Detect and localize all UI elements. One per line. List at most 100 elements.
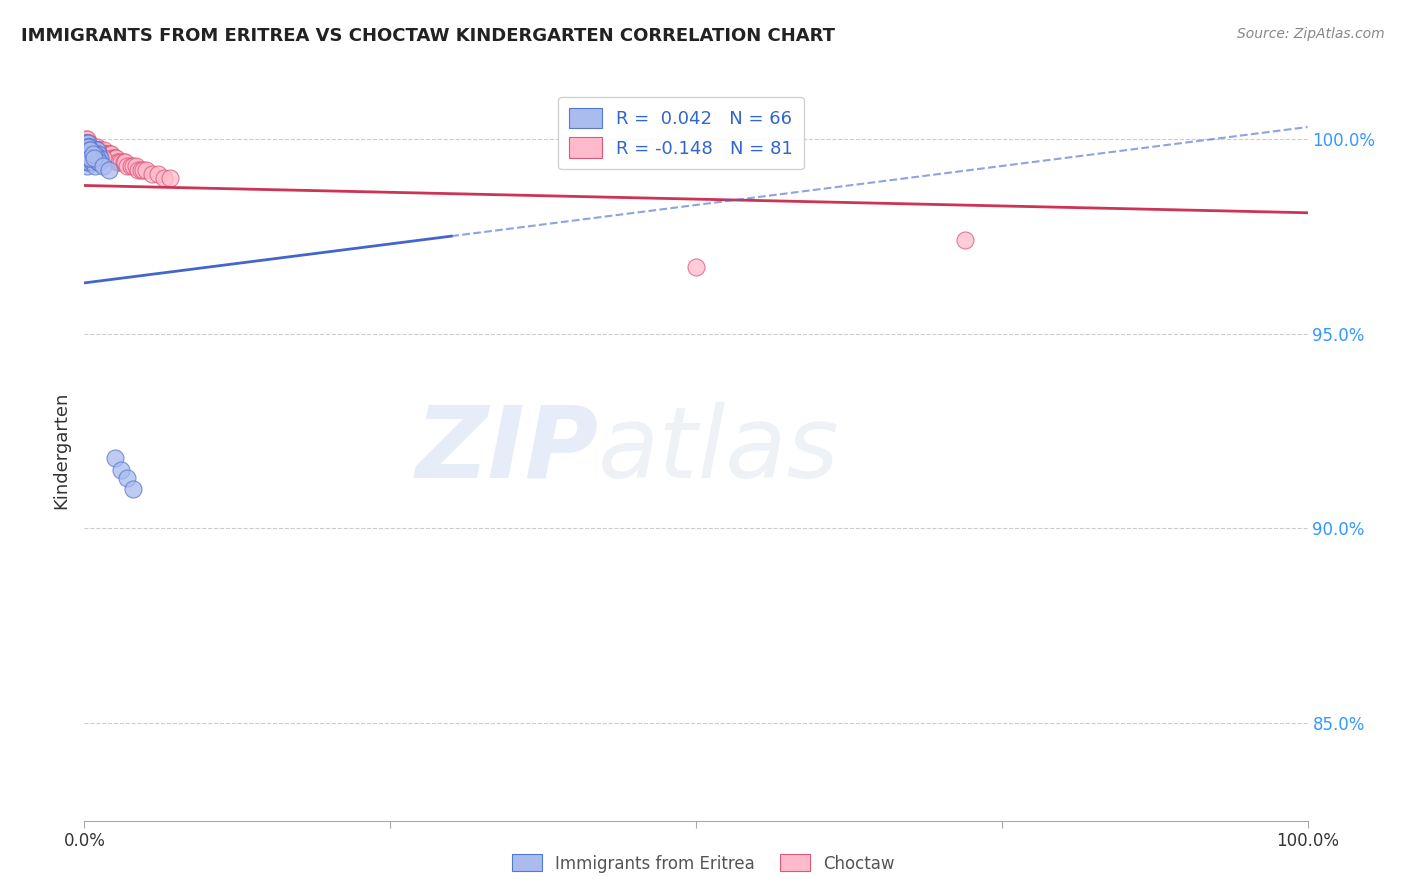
Point bbox=[82, 151, 104, 165]
Point bbox=[77, 147, 100, 161]
Point bbox=[77, 136, 100, 150]
Point bbox=[79, 144, 101, 158]
Point bbox=[86, 144, 108, 158]
Point bbox=[76, 147, 98, 161]
Point bbox=[79, 139, 101, 153]
Point bbox=[75, 136, 97, 150]
Point bbox=[87, 144, 110, 158]
Point bbox=[89, 151, 111, 165]
Point bbox=[75, 139, 97, 153]
Point bbox=[77, 144, 100, 158]
Point bbox=[79, 151, 101, 165]
Point bbox=[114, 155, 136, 169]
Point bbox=[80, 144, 103, 158]
Point bbox=[105, 155, 128, 169]
Point bbox=[97, 147, 120, 161]
Point bbox=[77, 139, 100, 153]
Point bbox=[93, 144, 115, 158]
Point bbox=[75, 139, 97, 153]
Point bbox=[83, 144, 105, 158]
Point bbox=[77, 147, 100, 161]
Point bbox=[77, 155, 100, 169]
Point bbox=[75, 144, 97, 158]
Point bbox=[87, 144, 110, 158]
Point bbox=[115, 471, 138, 485]
Point bbox=[76, 136, 98, 150]
Point bbox=[86, 147, 108, 161]
Point bbox=[77, 144, 100, 158]
Point bbox=[79, 139, 101, 153]
Point bbox=[87, 147, 110, 161]
Legend: R =  0.042   N = 66, R = -0.148   N = 81: R = 0.042 N = 66, R = -0.148 N = 81 bbox=[558, 96, 804, 169]
Point bbox=[146, 167, 169, 181]
Point bbox=[77, 147, 100, 161]
Point bbox=[80, 139, 103, 153]
Point bbox=[80, 144, 103, 158]
Point bbox=[104, 151, 127, 165]
Point bbox=[76, 139, 98, 153]
Point bbox=[77, 144, 100, 158]
Point bbox=[83, 147, 105, 161]
Point bbox=[79, 151, 101, 165]
Point bbox=[80, 151, 103, 165]
Point bbox=[135, 162, 157, 177]
Point bbox=[82, 144, 104, 158]
Point bbox=[87, 151, 110, 165]
Point bbox=[90, 147, 112, 161]
Point bbox=[77, 144, 100, 158]
Point bbox=[75, 136, 97, 150]
Point bbox=[83, 155, 105, 169]
Point bbox=[86, 139, 108, 153]
Point bbox=[79, 139, 101, 153]
Point bbox=[76, 132, 98, 146]
Point bbox=[77, 151, 100, 165]
Point bbox=[89, 151, 111, 165]
Point bbox=[77, 136, 100, 150]
Point bbox=[76, 144, 98, 158]
Point bbox=[80, 155, 103, 169]
Point bbox=[141, 167, 163, 181]
Y-axis label: Kindergarten: Kindergarten bbox=[52, 392, 70, 509]
Point bbox=[77, 139, 100, 153]
Point bbox=[77, 136, 100, 150]
Point bbox=[77, 139, 100, 153]
Point bbox=[77, 151, 100, 165]
Point bbox=[87, 155, 110, 169]
Point bbox=[84, 147, 107, 161]
Point bbox=[104, 451, 127, 466]
Point bbox=[77, 155, 100, 169]
Point bbox=[79, 144, 101, 158]
Point bbox=[98, 147, 121, 161]
Point bbox=[97, 147, 120, 161]
Point bbox=[77, 139, 100, 153]
Point bbox=[83, 139, 105, 153]
Point bbox=[76, 159, 98, 173]
Point bbox=[77, 136, 100, 150]
Point bbox=[83, 151, 105, 165]
Point bbox=[76, 147, 98, 161]
Point bbox=[75, 136, 97, 150]
Point bbox=[87, 144, 110, 158]
Point bbox=[86, 151, 108, 165]
Point bbox=[105, 151, 128, 165]
Point bbox=[115, 159, 138, 173]
Point bbox=[77, 144, 100, 158]
Point bbox=[110, 155, 132, 169]
Point bbox=[84, 147, 107, 161]
Point bbox=[86, 144, 108, 158]
Point bbox=[82, 147, 104, 161]
Point bbox=[79, 151, 101, 165]
Point bbox=[87, 147, 110, 161]
Point bbox=[89, 144, 111, 158]
Text: ZIP: ZIP bbox=[415, 402, 598, 499]
Point bbox=[685, 260, 707, 275]
Point bbox=[86, 151, 108, 165]
Point bbox=[112, 155, 135, 169]
Point bbox=[82, 144, 104, 158]
Point bbox=[100, 147, 122, 161]
Point bbox=[129, 162, 152, 177]
Point bbox=[84, 147, 107, 161]
Point bbox=[82, 139, 104, 153]
Point bbox=[76, 136, 98, 150]
Point bbox=[96, 147, 118, 161]
